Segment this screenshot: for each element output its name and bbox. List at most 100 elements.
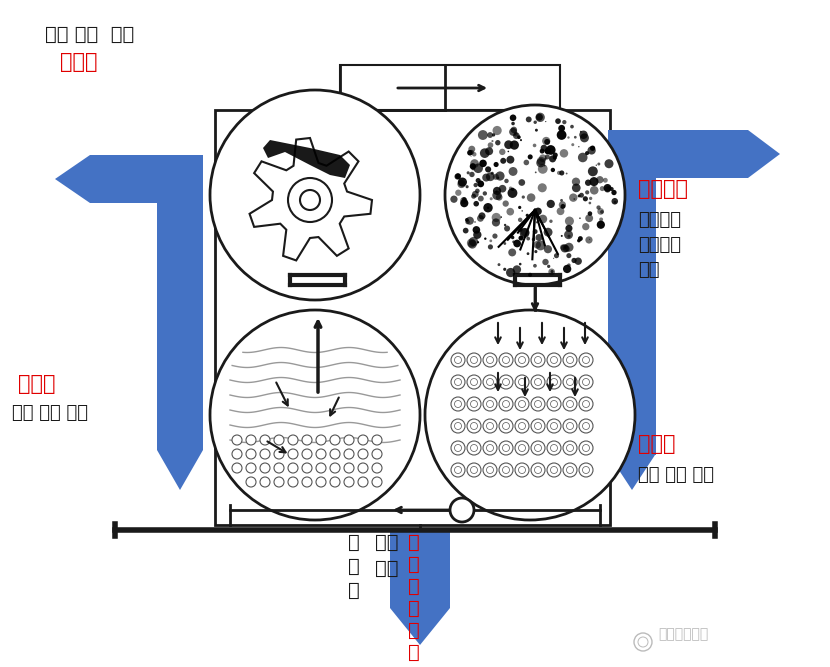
Circle shape: [496, 140, 500, 145]
Text: 可: 可: [408, 533, 420, 552]
Circle shape: [585, 179, 592, 186]
Circle shape: [358, 449, 368, 459]
Circle shape: [210, 90, 420, 300]
Circle shape: [478, 195, 484, 201]
Circle shape: [589, 197, 593, 200]
Circle shape: [288, 463, 298, 473]
Circle shape: [600, 186, 605, 191]
Circle shape: [274, 449, 284, 459]
Circle shape: [536, 221, 538, 223]
Circle shape: [597, 205, 601, 209]
Circle shape: [487, 132, 493, 138]
Circle shape: [520, 228, 530, 237]
Circle shape: [579, 217, 581, 219]
Circle shape: [588, 166, 598, 176]
Circle shape: [539, 215, 547, 223]
Circle shape: [535, 250, 538, 253]
Circle shape: [559, 201, 566, 209]
Circle shape: [425, 310, 635, 520]
Circle shape: [535, 207, 542, 215]
Circle shape: [466, 185, 469, 188]
Circle shape: [485, 147, 493, 155]
Circle shape: [559, 149, 569, 157]
Circle shape: [502, 200, 509, 207]
Circle shape: [483, 203, 493, 213]
Circle shape: [479, 159, 487, 167]
Circle shape: [511, 187, 515, 191]
Circle shape: [555, 118, 561, 124]
Circle shape: [526, 237, 530, 241]
Circle shape: [522, 195, 525, 199]
Circle shape: [513, 239, 521, 247]
Circle shape: [468, 240, 476, 249]
Text: 制冷空调技术: 制冷空调技术: [658, 627, 708, 641]
Circle shape: [567, 378, 574, 386]
Circle shape: [603, 184, 612, 192]
Circle shape: [492, 126, 501, 135]
Circle shape: [583, 196, 588, 201]
Circle shape: [490, 197, 493, 200]
Circle shape: [563, 419, 577, 433]
Circle shape: [563, 463, 577, 477]
Circle shape: [492, 191, 501, 200]
Circle shape: [492, 218, 500, 227]
Circle shape: [330, 463, 340, 473]
Circle shape: [550, 466, 558, 474]
Polygon shape: [157, 179, 203, 203]
Circle shape: [451, 375, 465, 389]
Circle shape: [574, 198, 575, 200]
Circle shape: [499, 463, 513, 477]
Text: 气体 低温 低压: 气体 低温 低压: [12, 404, 88, 422]
Circle shape: [547, 397, 561, 411]
Circle shape: [480, 148, 490, 158]
Circle shape: [517, 135, 520, 139]
Circle shape: [564, 230, 573, 239]
Circle shape: [506, 208, 514, 215]
Circle shape: [461, 197, 467, 204]
Circle shape: [483, 441, 497, 455]
Circle shape: [563, 245, 569, 252]
Circle shape: [451, 419, 465, 433]
Circle shape: [579, 463, 593, 477]
Circle shape: [579, 441, 593, 455]
Circle shape: [572, 177, 580, 186]
Polygon shape: [90, 155, 203, 203]
Circle shape: [547, 419, 561, 433]
Circle shape: [472, 152, 476, 157]
Circle shape: [300, 190, 320, 210]
Circle shape: [590, 145, 595, 151]
Circle shape: [502, 356, 510, 364]
Circle shape: [571, 143, 574, 146]
Circle shape: [478, 212, 486, 219]
Circle shape: [486, 422, 494, 430]
Circle shape: [344, 463, 354, 473]
Circle shape: [519, 400, 525, 408]
Circle shape: [579, 131, 588, 139]
Circle shape: [531, 353, 545, 367]
Circle shape: [567, 444, 574, 452]
Circle shape: [515, 397, 529, 411]
Polygon shape: [608, 178, 656, 455]
Circle shape: [559, 170, 564, 175]
Circle shape: [563, 397, 577, 411]
Circle shape: [567, 136, 569, 139]
Circle shape: [496, 191, 497, 193]
Circle shape: [507, 151, 509, 152]
Circle shape: [302, 463, 312, 473]
Circle shape: [515, 375, 529, 389]
Circle shape: [610, 187, 613, 191]
Circle shape: [504, 225, 510, 231]
Circle shape: [536, 158, 545, 167]
Circle shape: [372, 477, 382, 487]
Circle shape: [490, 239, 492, 242]
Circle shape: [288, 435, 298, 445]
Circle shape: [451, 441, 465, 455]
Circle shape: [549, 155, 556, 162]
Circle shape: [589, 239, 590, 240]
Circle shape: [500, 158, 506, 164]
Circle shape: [519, 422, 525, 430]
Circle shape: [455, 173, 461, 179]
Circle shape: [544, 139, 550, 145]
Circle shape: [578, 194, 581, 197]
Circle shape: [509, 128, 517, 136]
